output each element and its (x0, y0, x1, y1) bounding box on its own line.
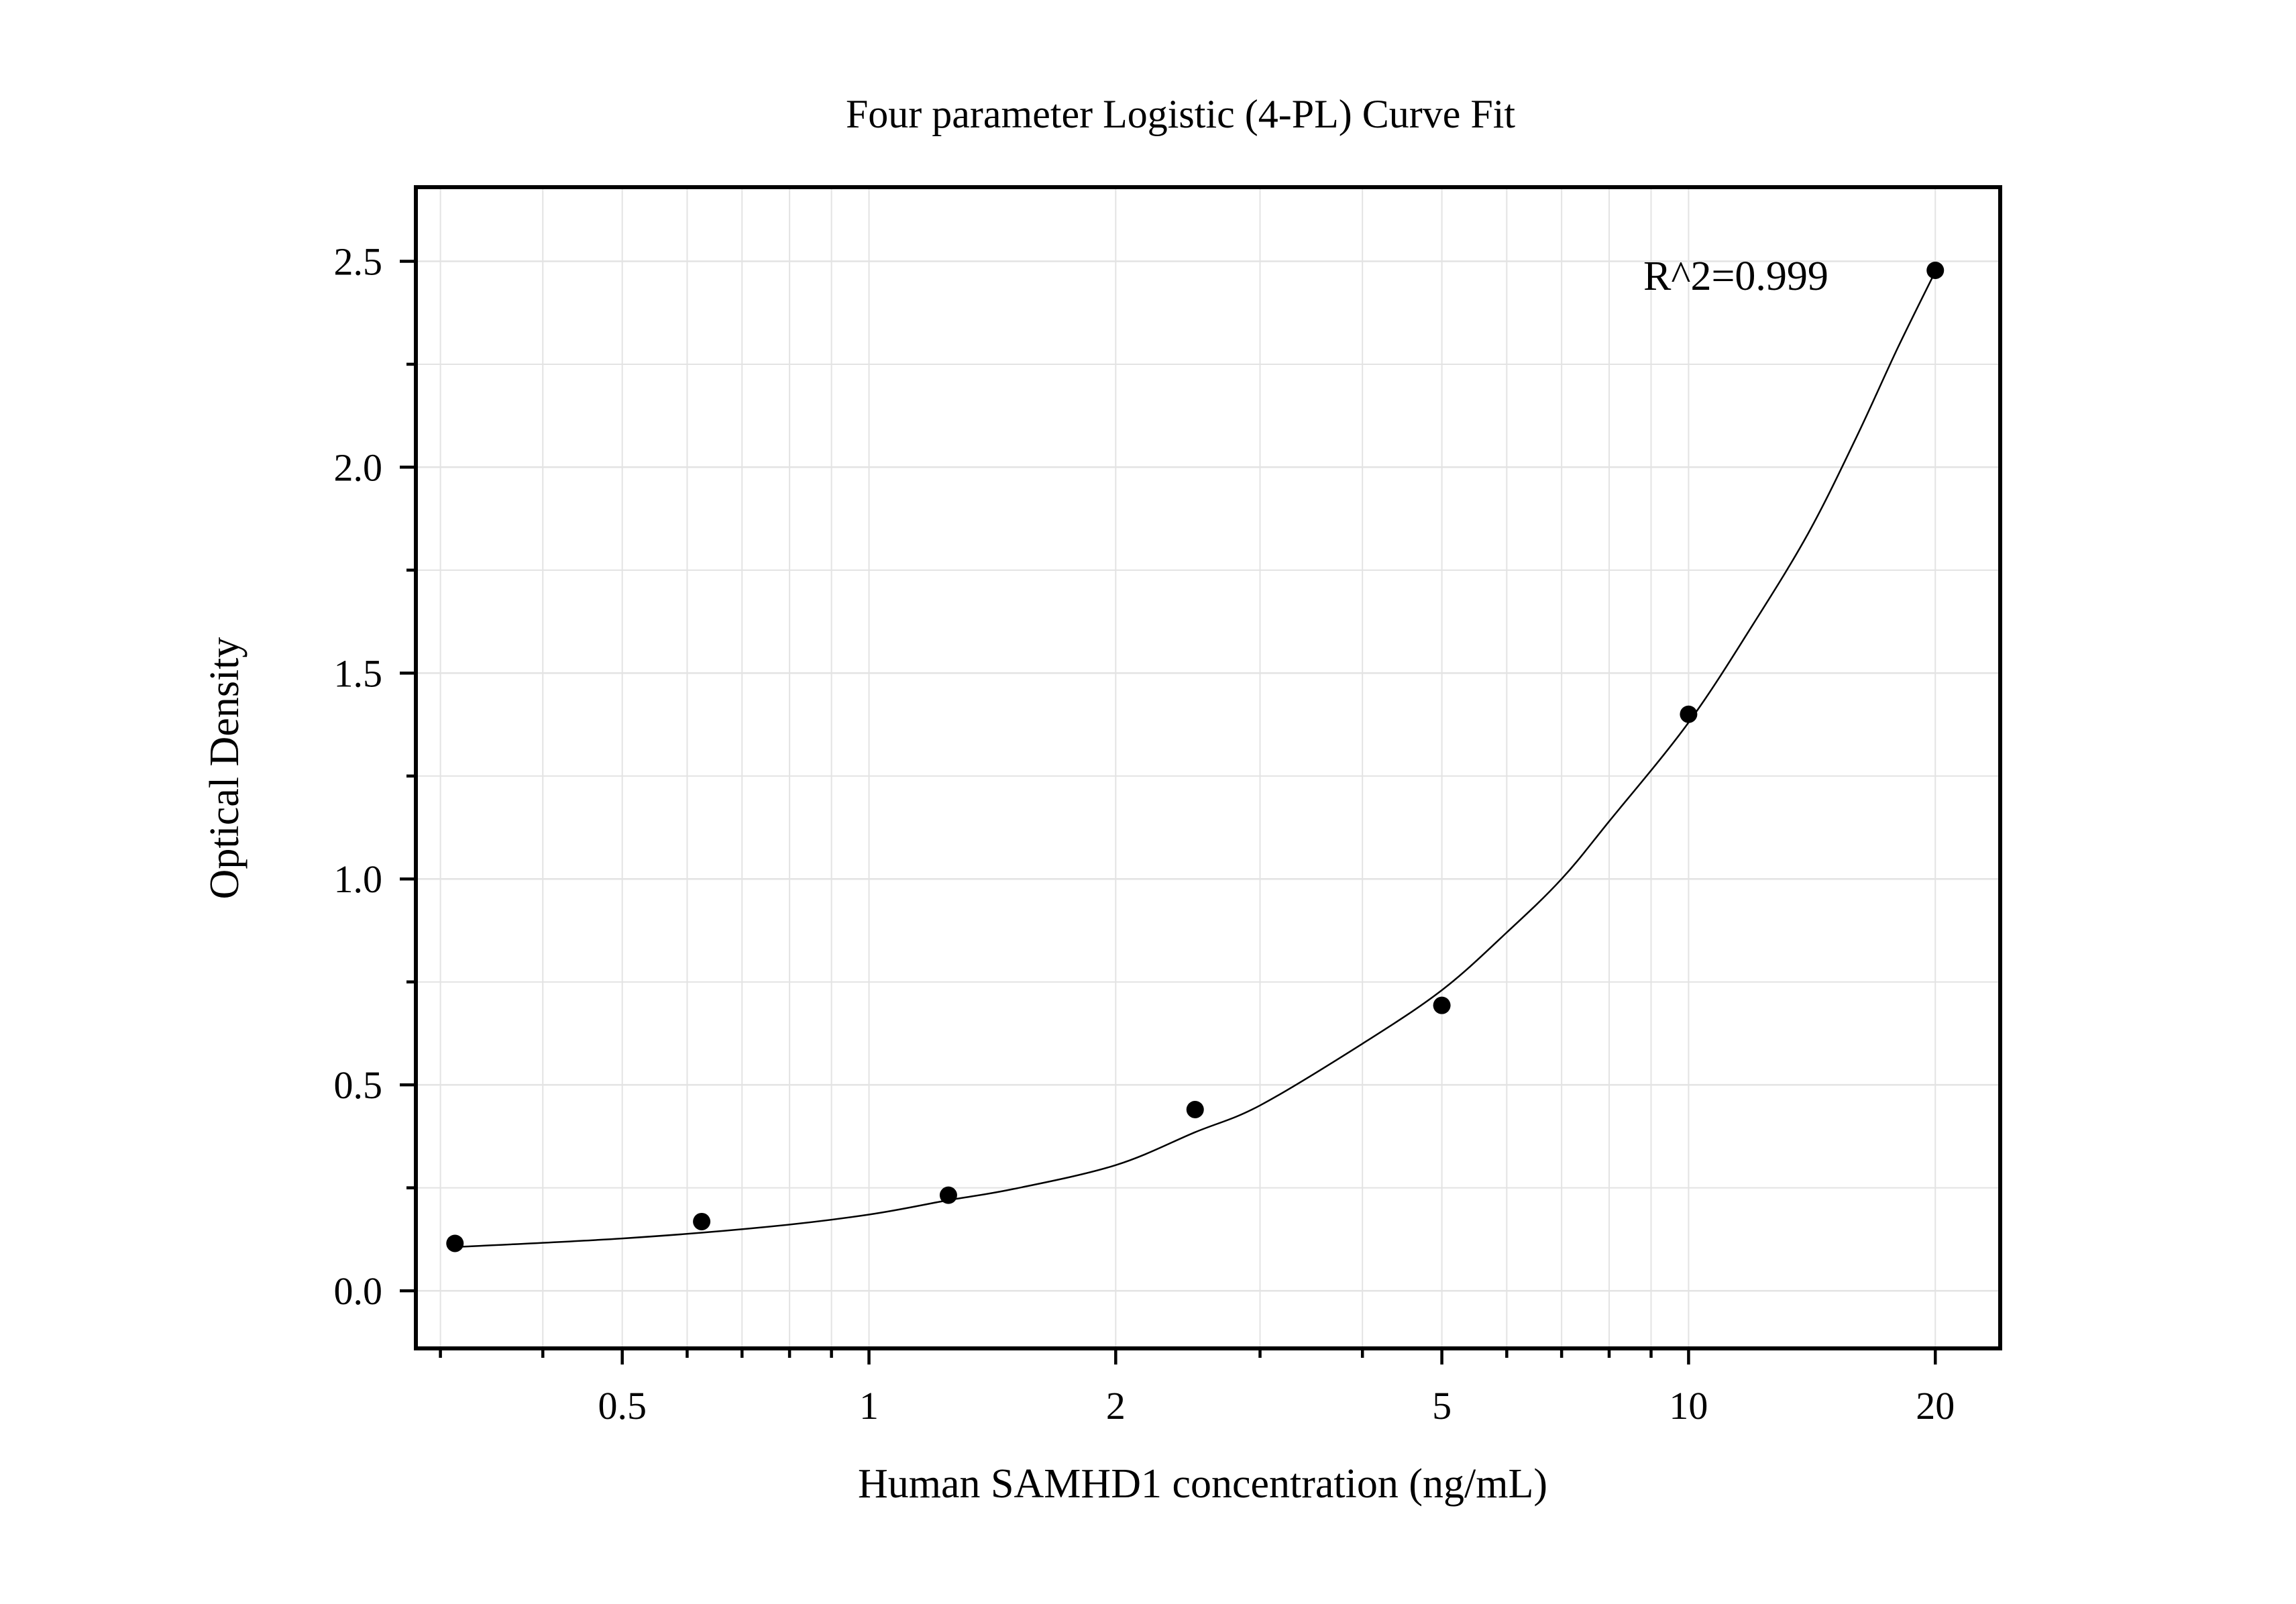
chart-title: Four parameter Logistic (4-PL) Curve Fit (846, 92, 1515, 136)
data-point (446, 1234, 464, 1252)
x-tick-labels: 0.5 1 2 5 10 20 (598, 1384, 1955, 1428)
y-tick-label: 2.5 (334, 239, 383, 283)
y-axis-label: Optical Density (202, 637, 248, 900)
y-tick-label: 0.5 (334, 1063, 383, 1107)
y-tick-label: 2.0 (334, 445, 383, 489)
data-points (446, 261, 1945, 1252)
data-point (693, 1212, 711, 1230)
fit-curve-layer (455, 271, 1936, 1248)
grid (416, 187, 2000, 1348)
fit-curve (455, 271, 1936, 1248)
y-tick-labels: 0.0 0.5 1.0 1.5 2.0 2.5 (334, 239, 383, 1313)
x-tick-label: 20 (1916, 1384, 1955, 1428)
data-point (1186, 1100, 1204, 1118)
data-point (1926, 261, 1945, 279)
data-point (1433, 996, 1451, 1014)
x-tick-label: 5 (1432, 1384, 1452, 1428)
y-tick-label: 1.0 (334, 857, 383, 901)
plot-frame (414, 185, 2002, 1350)
x-axis-label: Human SAMHD1 concentration (ng/mL) (858, 1461, 1547, 1507)
data-point (939, 1186, 957, 1204)
axis-ticks (400, 260, 1937, 1365)
y-tick-label: 1.5 (334, 651, 383, 695)
x-tick-label: 2 (1106, 1384, 1126, 1428)
x-tick-label: 10 (1669, 1384, 1708, 1428)
x-tick-label: 1 (859, 1384, 879, 1428)
y-tick-label: 0.0 (334, 1269, 383, 1313)
r-squared-annotation: R^2=0.999 (1643, 254, 1828, 299)
x-tick-label: 0.5 (598, 1384, 647, 1428)
data-point (1680, 705, 1698, 723)
